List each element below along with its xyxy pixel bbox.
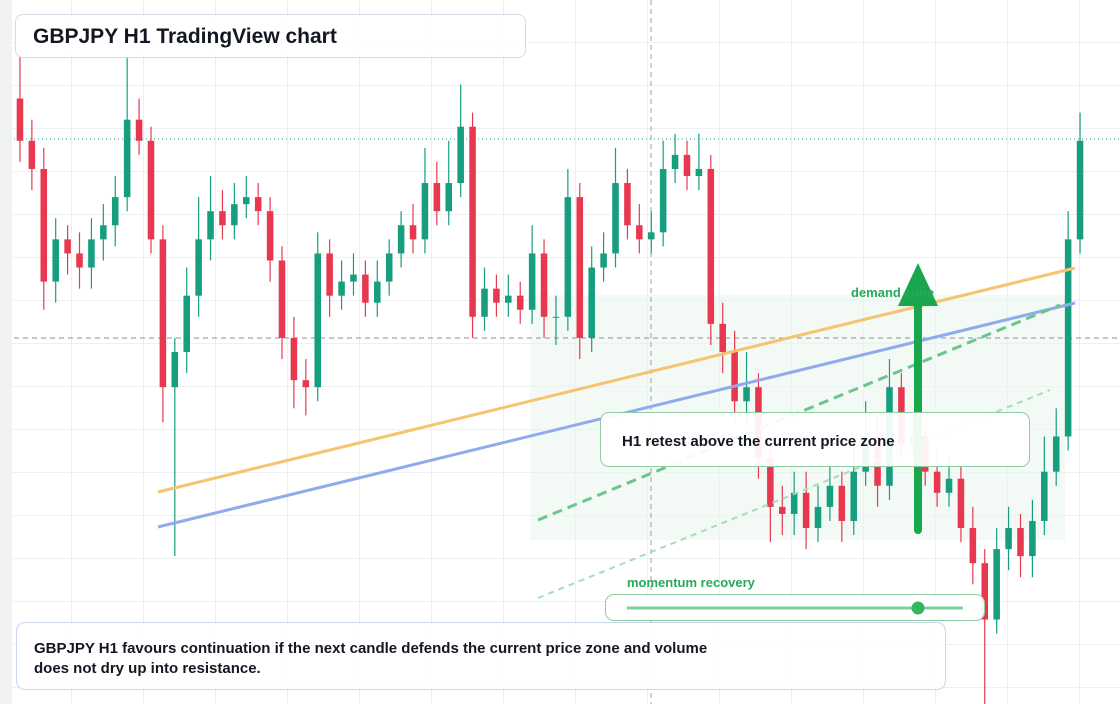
candle-body [1041, 471, 1048, 521]
candle-body [338, 281, 345, 296]
candle-body [421, 183, 429, 240]
candle-body [28, 140, 36, 169]
title-box: GBPJPY H1 TradingView chart [15, 14, 526, 58]
candle-body [290, 337, 298, 381]
candle-body [695, 168, 703, 176]
candle-body [957, 478, 965, 528]
candle-body [76, 253, 83, 268]
demand-zone-label: demand zone [851, 285, 935, 300]
candle-body [362, 274, 369, 303]
candle-body [731, 352, 738, 402]
note-box: GBPJPY H1 favours continuation if the ne… [16, 622, 946, 690]
candles [16, 49, 1084, 704]
candle-body [778, 506, 786, 514]
candle-body [123, 119, 131, 198]
candle-body [790, 492, 798, 514]
candle-body [457, 126, 464, 184]
candle-body [445, 183, 453, 212]
candle-body [409, 225, 417, 240]
candle-body [624, 183, 631, 226]
candle-body [850, 471, 858, 521]
momentum-label: momentum recovery [627, 575, 755, 590]
candle-body [493, 288, 500, 303]
slider-graphic [627, 601, 963, 615]
candle-body [397, 225, 405, 254]
candle-body [1017, 528, 1024, 557]
candle-body [183, 295, 190, 352]
candle-body [266, 211, 274, 261]
candle-body [374, 281, 381, 303]
note-text: GBPJPY H1 favours continuation if the ne… [34, 640, 708, 677]
candle-body [52, 239, 59, 282]
candle-body [683, 154, 691, 176]
candle-body [981, 563, 989, 620]
candle-body [88, 239, 95, 268]
candle-body [302, 380, 310, 388]
candle-body [993, 549, 1000, 620]
callout-box: H1 retest above the current price zone [600, 412, 1030, 467]
candle-body [528, 253, 536, 310]
candle-body [719, 323, 726, 352]
candle-body [671, 154, 679, 169]
candle-body [469, 126, 476, 317]
channel-dashed [537, 303, 1061, 522]
chart-title: GBPJPY H1 TradingView chart [33, 25, 337, 48]
candle-body [135, 119, 143, 141]
candle-body [231, 204, 238, 226]
arrow-head [898, 263, 938, 306]
candle-body [707, 168, 715, 324]
candle-body [1029, 520, 1036, 557]
candle-body [314, 253, 322, 388]
candle-body [743, 387, 750, 402]
candle-body [516, 295, 524, 310]
candle-body [1076, 140, 1084, 240]
candle-body [111, 197, 119, 226]
momentum-slider [605, 594, 985, 621]
candle-body [100, 225, 107, 240]
candle-body [242, 197, 250, 205]
candle-body [385, 253, 393, 282]
candle-body [767, 457, 774, 507]
candle-body [481, 288, 488, 317]
candle-body [576, 197, 584, 338]
candle-body [159, 239, 167, 388]
candle-body [600, 253, 607, 268]
candle-body [254, 197, 262, 212]
candle-body [802, 492, 810, 528]
slider-knob [911, 601, 925, 615]
candle-body [588, 267, 595, 338]
candle-body [552, 316, 560, 318]
candle-body [207, 211, 214, 240]
candle-body [16, 98, 24, 141]
candle-body [64, 239, 71, 254]
candle-body [433, 183, 441, 212]
candle-body [933, 471, 941, 493]
candle-body [1052, 436, 1060, 472]
candle-body [612, 183, 619, 254]
candle-body [945, 478, 953, 493]
candle-body [814, 506, 822, 528]
candle-body [969, 528, 977, 564]
candle-body [326, 253, 333, 296]
candle-body [171, 352, 179, 388]
candle-body [1005, 528, 1012, 550]
candle-body [1064, 239, 1072, 437]
candle-body [195, 239, 202, 296]
candle-body [350, 274, 357, 282]
channel-dashed-light [537, 389, 1051, 599]
candle-body [647, 232, 655, 240]
callout-text: H1 retest above the current price zone [622, 433, 895, 450]
candle-body [659, 168, 667, 233]
candle-body [40, 168, 48, 282]
candle-body [505, 295, 512, 303]
candle-body [826, 485, 834, 507]
candle-body [147, 140, 155, 240]
candle-body [219, 211, 226, 226]
candle-body [278, 260, 286, 338]
candle-body [838, 485, 846, 521]
candle-body [636, 225, 643, 240]
candle-body [564, 197, 572, 317]
candle-body [540, 253, 548, 317]
